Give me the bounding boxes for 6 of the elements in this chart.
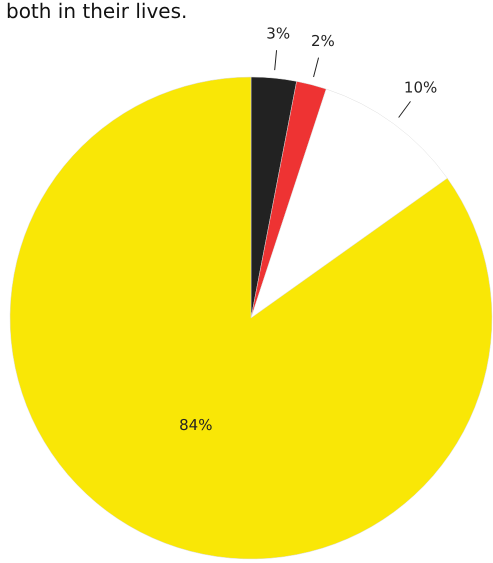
data-label: 2% [310,32,335,50]
data-label: 10% [404,78,438,97]
pie-slice [10,76,492,560]
chart-title: both in their lives. [6,0,188,23]
data-label: 3% [266,24,290,42]
data-label: 84% [179,416,212,434]
